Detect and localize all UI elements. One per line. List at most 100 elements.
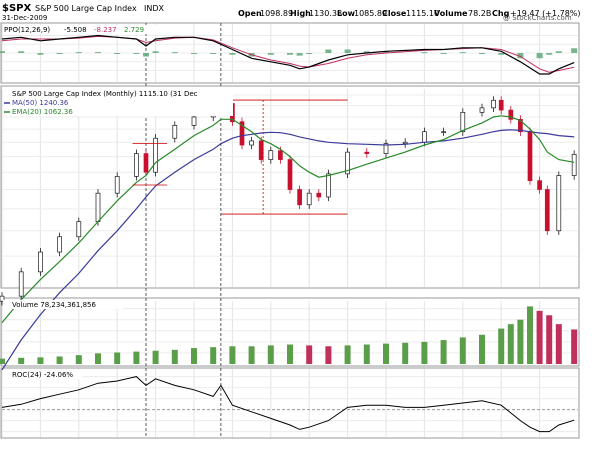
volume-bar: [229, 346, 236, 364]
price-candle: [18, 271, 24, 297]
price-candle: [38, 251, 43, 273]
volume-bar: [210, 347, 217, 364]
volume-bar: [0, 358, 5, 364]
price-candle: [297, 189, 302, 206]
chg-value: +19.47 (+1.78%): [510, 9, 581, 18]
high-value: 1130.38: [309, 9, 342, 18]
volume-bar: [344, 345, 351, 364]
price-candle: [508, 109, 514, 120]
volume-bar: [171, 349, 178, 364]
high-label: High: [290, 9, 311, 18]
volume-bar: [95, 353, 101, 364]
ppo-histogram-bar: [325, 49, 332, 53]
volume-bar: [267, 345, 274, 364]
roc-panel-frame: [0, 367, 580, 439]
price-candle: [57, 236, 62, 253]
ppo-line: [1, 34, 575, 75]
volume-bar: [527, 306, 533, 364]
volume-bar: [18, 357, 25, 364]
volume-bar: [546, 315, 553, 364]
price-candle: [278, 150, 283, 160]
ppo-histogram-bar: [536, 53, 543, 59]
volume-bar: [248, 346, 255, 364]
ppo-histogram-bar: [498, 53, 505, 55]
ppo-histogram-bar: [363, 51, 370, 53]
ppo-histogram-bar: [479, 53, 485, 54]
volume-bar: [56, 356, 63, 364]
ppo-histogram-bar: [133, 53, 140, 54]
roc-legend: ROC(24) -24.06%: [12, 371, 73, 379]
ppo-histogram-bar: [210, 53, 217, 54]
open-value: 1098.89: [260, 9, 293, 18]
volume-bar: [498, 328, 505, 364]
volume-bar: [383, 343, 389, 364]
roc-line: [1, 376, 575, 433]
low-label: Low: [337, 9, 356, 18]
volume-bar: [152, 350, 159, 364]
ppo-legend: PPO(12,26,9): [4, 26, 50, 34]
ppo-histogram-bar: [296, 53, 303, 56]
price-candle: [114, 176, 120, 194]
ppo-legend-value: -5.508: [64, 26, 87, 34]
index-name: S&P 500 Large Cap Index: [35, 4, 137, 13]
price-candle: [239, 121, 245, 146]
volume-legend-bg: [3, 300, 123, 309]
price-candle: [0, 295, 5, 302]
price-candle: [571, 153, 577, 176]
volume-legend: Volume 78,234,361,856: [12, 301, 96, 309]
chg-label: Chg: [492, 9, 510, 18]
volume-bar: [191, 348, 197, 364]
ppo-histogram-bar: [191, 53, 197, 54]
ema-legend: EMA(20) 1062.36: [12, 108, 73, 116]
price-candle: [479, 107, 485, 113]
ppo-histogram-bar: [546, 53, 553, 55]
ppo-histogram-bar: [421, 52, 428, 54]
ppo-histogram-bar: [171, 52, 178, 54]
ppo-histogram-bar: [267, 53, 274, 55]
ma50-line: [1, 129, 575, 371]
price-candle: [364, 151, 370, 154]
watermark: @ StockCharts.com: [503, 14, 572, 22]
ppo-histogram-bar: [571, 48, 578, 53]
volume-bar: [421, 341, 428, 364]
volume-bar: [555, 324, 562, 364]
price-legend: S&P 500 Large Cap Index (Monthly) 1115.1…: [12, 90, 198, 98]
chart-date: 31-Dec-2009: [2, 14, 47, 22]
ppo-histogram-bar: [0, 51, 5, 53]
close-value: 1115.10: [406, 9, 439, 18]
price-legend-bg: [3, 88, 233, 116]
price-candle: [249, 140, 254, 146]
volume-bar: [402, 342, 409, 364]
ppo-histogram-bar: [287, 53, 293, 55]
price-candle: [172, 125, 178, 139]
price-candle: [191, 116, 197, 126]
price-candle: [402, 141, 408, 145]
price-candle: [316, 192, 322, 198]
ppo-signal-legend-value: -8.237: [94, 26, 117, 34]
price-candle: [326, 173, 331, 198]
price-candle: [544, 189, 550, 232]
price-candle: [537, 180, 542, 190]
ppo-histogram-bar: [344, 49, 351, 53]
ppo-histogram-bar: [152, 51, 159, 53]
ppo-histogram-bar: [56, 53, 63, 54]
price-candle: [345, 151, 350, 175]
price-candle: [491, 99, 496, 109]
ppo-hist-legend-value: 2.729: [124, 26, 144, 34]
price-candle: [527, 131, 533, 181]
volume-bar: [114, 352, 121, 364]
price-candle: [153, 137, 158, 173]
ma-legend: MA(50) 1240.36: [12, 99, 69, 107]
ppo-histogram-bar: [459, 52, 466, 54]
price-candle: [556, 175, 562, 232]
ppo-histogram-bar: [383, 51, 389, 53]
ppo-histogram-bar: [75, 52, 82, 54]
volume-bar: [440, 340, 447, 364]
ema20-line: [1, 115, 575, 323]
volume-bar: [479, 334, 485, 364]
volume-bar: [75, 355, 82, 364]
ppo-histogram-bar: [95, 52, 101, 54]
ppo-histogram-bar: [555, 51, 562, 53]
volume-bar: [363, 344, 370, 364]
